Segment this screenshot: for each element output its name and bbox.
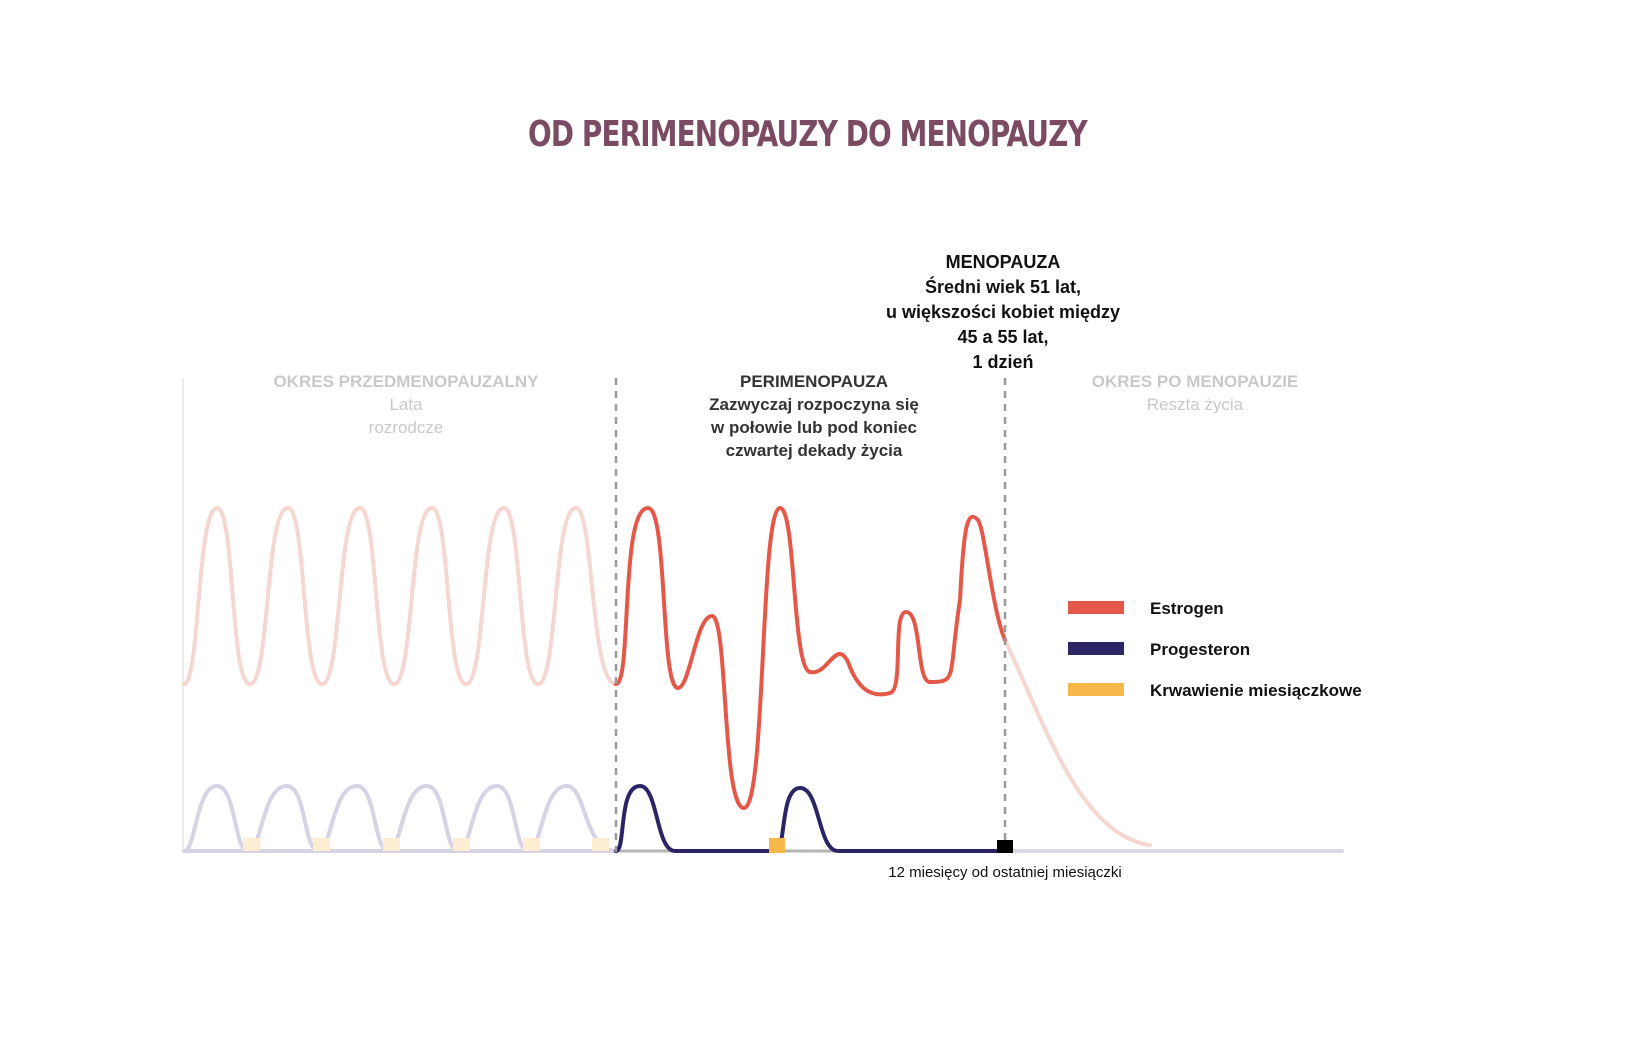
menopause-point-marker [997, 840, 1013, 853]
phase-pre-title: OKRES PRZEDMENOPAUZALNY [273, 372, 539, 391]
bleeding-faded-markers [243, 838, 609, 851]
estrogen-decline-curve [1003, 638, 1152, 847]
menopause-axis-note: 12 miesięcy od ostatniej miesiączki [888, 864, 1122, 881]
phase-peri-title: PERIMENOPAUZA [740, 372, 888, 391]
bleeding-faded-marker-2 [313, 838, 330, 851]
bleeding-faded-marker-1 [243, 838, 260, 851]
bleeding-faded-marker-5 [523, 838, 540, 851]
phase-meno-line-4: 1 dzień [972, 352, 1034, 372]
legend-swatch-progesterone [1068, 642, 1124, 655]
legend-label-progesterone: Progesteron [1150, 640, 1250, 659]
bleeding-faded-marker-6 [592, 838, 609, 851]
phase-post-label: OKRES PO MENOPAUZIE Reszta życia [1092, 370, 1299, 416]
phase-meno-title: MENOPAUZA [945, 252, 1061, 272]
phase-meno-line-1: Średni wiek 51 lat, [924, 277, 1082, 297]
bleeding-marker [769, 838, 785, 853]
bleeding-faded-marker-3 [383, 838, 400, 851]
phase-meno-line-2: u większości kobiet między [885, 302, 1121, 322]
phase-meno-line-3: 45 a 55 lat, [957, 327, 1049, 347]
estrogen-faded-curve [182, 506, 618, 686]
phase-pre-line-1: Lata [389, 395, 423, 414]
phase-meno-label: MENOPAUZA Średni wiek 51 lat, u większoś… [886, 250, 1120, 375]
bleeding-faded-marker-4 [453, 838, 470, 851]
phase-peri-line-2: w połowie lub pod koniec [711, 418, 917, 437]
legend-label-estrogen: Estrogen [1150, 599, 1224, 618]
progesterone-peri-curve [614, 784, 1007, 853]
legend-swatch-bleeding [1068, 683, 1124, 696]
phase-peri-line-3: czwartej dekady życia [725, 441, 903, 460]
phase-pre-line-2: rozrodcze [368, 418, 444, 437]
phase-pre-label: OKRES PRZEDMENOPAUZALNY Lata rozrodcze [273, 370, 538, 439]
phase-peri-label: PERIMENOPAUZA Zazwyczaj rozpoczyna się w… [709, 370, 919, 462]
phase-post-line-1: Reszta życia [1146, 395, 1244, 414]
phase-post-title: OKRES PO MENOPAUZIE [1091, 372, 1299, 391]
phase-peri-line-1: Zazwyczaj rozpoczyna się [709, 395, 919, 414]
legend-label-bleeding: Krwawienie miesiączkowe [1150, 681, 1362, 700]
page-title: OD PERIMENOPAUZY DO MENOPAUZY [528, 114, 1088, 155]
estrogen-peri-curve [614, 506, 1007, 810]
legend-swatch-estrogen [1068, 601, 1124, 614]
legend: Estrogen Progesteron Krwawienie miesiącz… [1068, 599, 1362, 700]
